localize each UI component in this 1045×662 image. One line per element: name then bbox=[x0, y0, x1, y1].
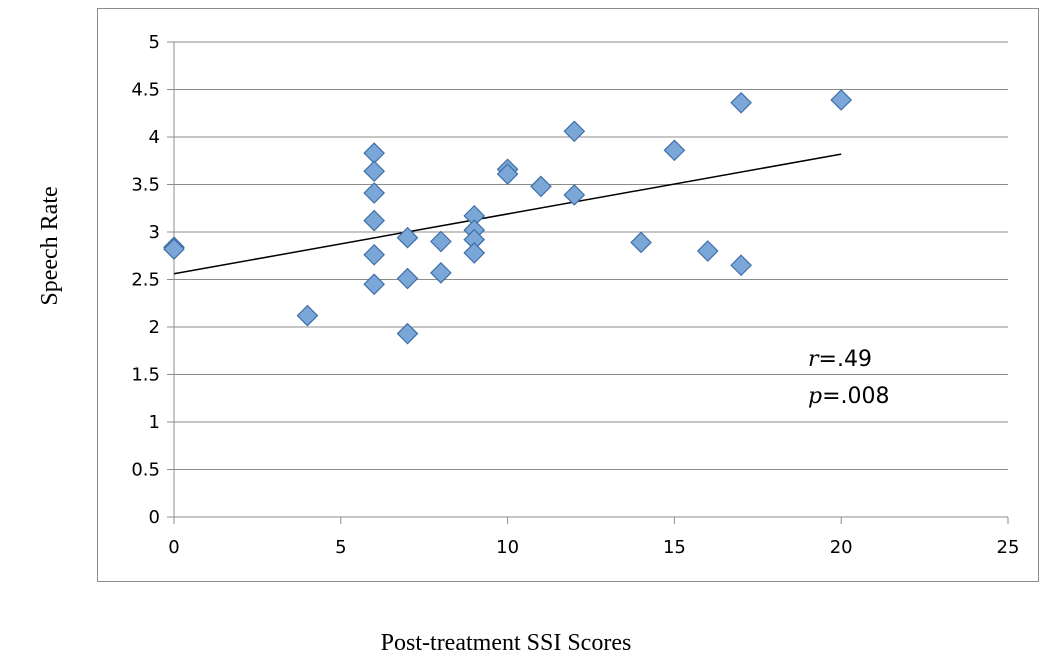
y-tick-labels: 0 0.5 1 1.5 2 2.5 3 3.5 4 4.5 5 bbox=[131, 32, 160, 528]
y-tick-label: 1 bbox=[149, 412, 160, 433]
trendline bbox=[173, 153, 842, 275]
data-point-25 bbox=[696, 240, 719, 262]
y-tick-label: 4.5 bbox=[131, 80, 160, 101]
x-tick-label: 5 bbox=[335, 537, 346, 558]
data-point-1 bbox=[163, 238, 185, 260]
data-point-19 bbox=[496, 163, 519, 185]
data-point-9 bbox=[396, 226, 419, 249]
y-tick-label: 1.5 bbox=[131, 365, 160, 386]
x-tick-label: 10 bbox=[496, 537, 519, 558]
data-point-28 bbox=[830, 89, 853, 111]
data-point-20 bbox=[530, 175, 552, 198]
chart-frame bbox=[97, 8, 1039, 582]
y-tick-label: 3.5 bbox=[131, 175, 160, 196]
x-tick-label: 25 bbox=[997, 537, 1020, 558]
y-tick-label: 2.5 bbox=[131, 270, 160, 291]
x-axis-title: Post-treatment SSI Scores bbox=[381, 630, 632, 656]
y-tick-label: 2 bbox=[149, 317, 160, 338]
trendline-group bbox=[173, 153, 842, 275]
x-tick-label: 20 bbox=[830, 537, 853, 558]
data-point-2 bbox=[296, 304, 319, 327]
data-points bbox=[163, 89, 853, 345]
y-tick-label: 3 bbox=[149, 222, 160, 243]
data-point-4 bbox=[363, 160, 386, 183]
x-tick-label: 0 bbox=[168, 537, 179, 558]
annotation-p-value: =.008 bbox=[822, 384, 889, 409]
axes bbox=[173, 42, 1009, 524]
data-point-26 bbox=[730, 91, 752, 114]
data-point-7 bbox=[363, 243, 386, 266]
data-point-22 bbox=[563, 184, 586, 206]
data-point-21 bbox=[563, 120, 586, 143]
y-tick-label: 0 bbox=[149, 507, 160, 528]
y-tick-label: 4 bbox=[149, 127, 160, 148]
annotation-r-value: =.49 bbox=[819, 347, 872, 372]
data-point-27 bbox=[730, 254, 752, 277]
data-point-8 bbox=[363, 273, 386, 296]
gridlines bbox=[167, 41, 1008, 518]
annotation-p: p=.008 bbox=[808, 384, 890, 409]
x-tick-labels: 0 5 10 15 20 25 bbox=[168, 537, 1019, 558]
data-point-13 bbox=[430, 262, 452, 284]
data-point-17 bbox=[463, 242, 486, 264]
y-axis-title: Speech Rate bbox=[37, 186, 63, 305]
x-tick-label: 15 bbox=[663, 537, 686, 558]
annotation-p-symbol: p bbox=[808, 384, 822, 409]
annotation-r-symbol: r bbox=[808, 347, 820, 372]
data-point-10 bbox=[396, 267, 419, 290]
data-point-6 bbox=[363, 209, 386, 232]
y-tick-label: 0.5 bbox=[131, 460, 160, 481]
data-point-23 bbox=[630, 231, 652, 254]
data-point-11 bbox=[396, 322, 419, 345]
data-point-24 bbox=[663, 139, 686, 162]
data-point-12 bbox=[430, 230, 452, 253]
y-tick-label: 5 bbox=[149, 32, 160, 53]
data-point-5 bbox=[363, 182, 386, 204]
annotation-r: r=.49 bbox=[808, 347, 872, 372]
